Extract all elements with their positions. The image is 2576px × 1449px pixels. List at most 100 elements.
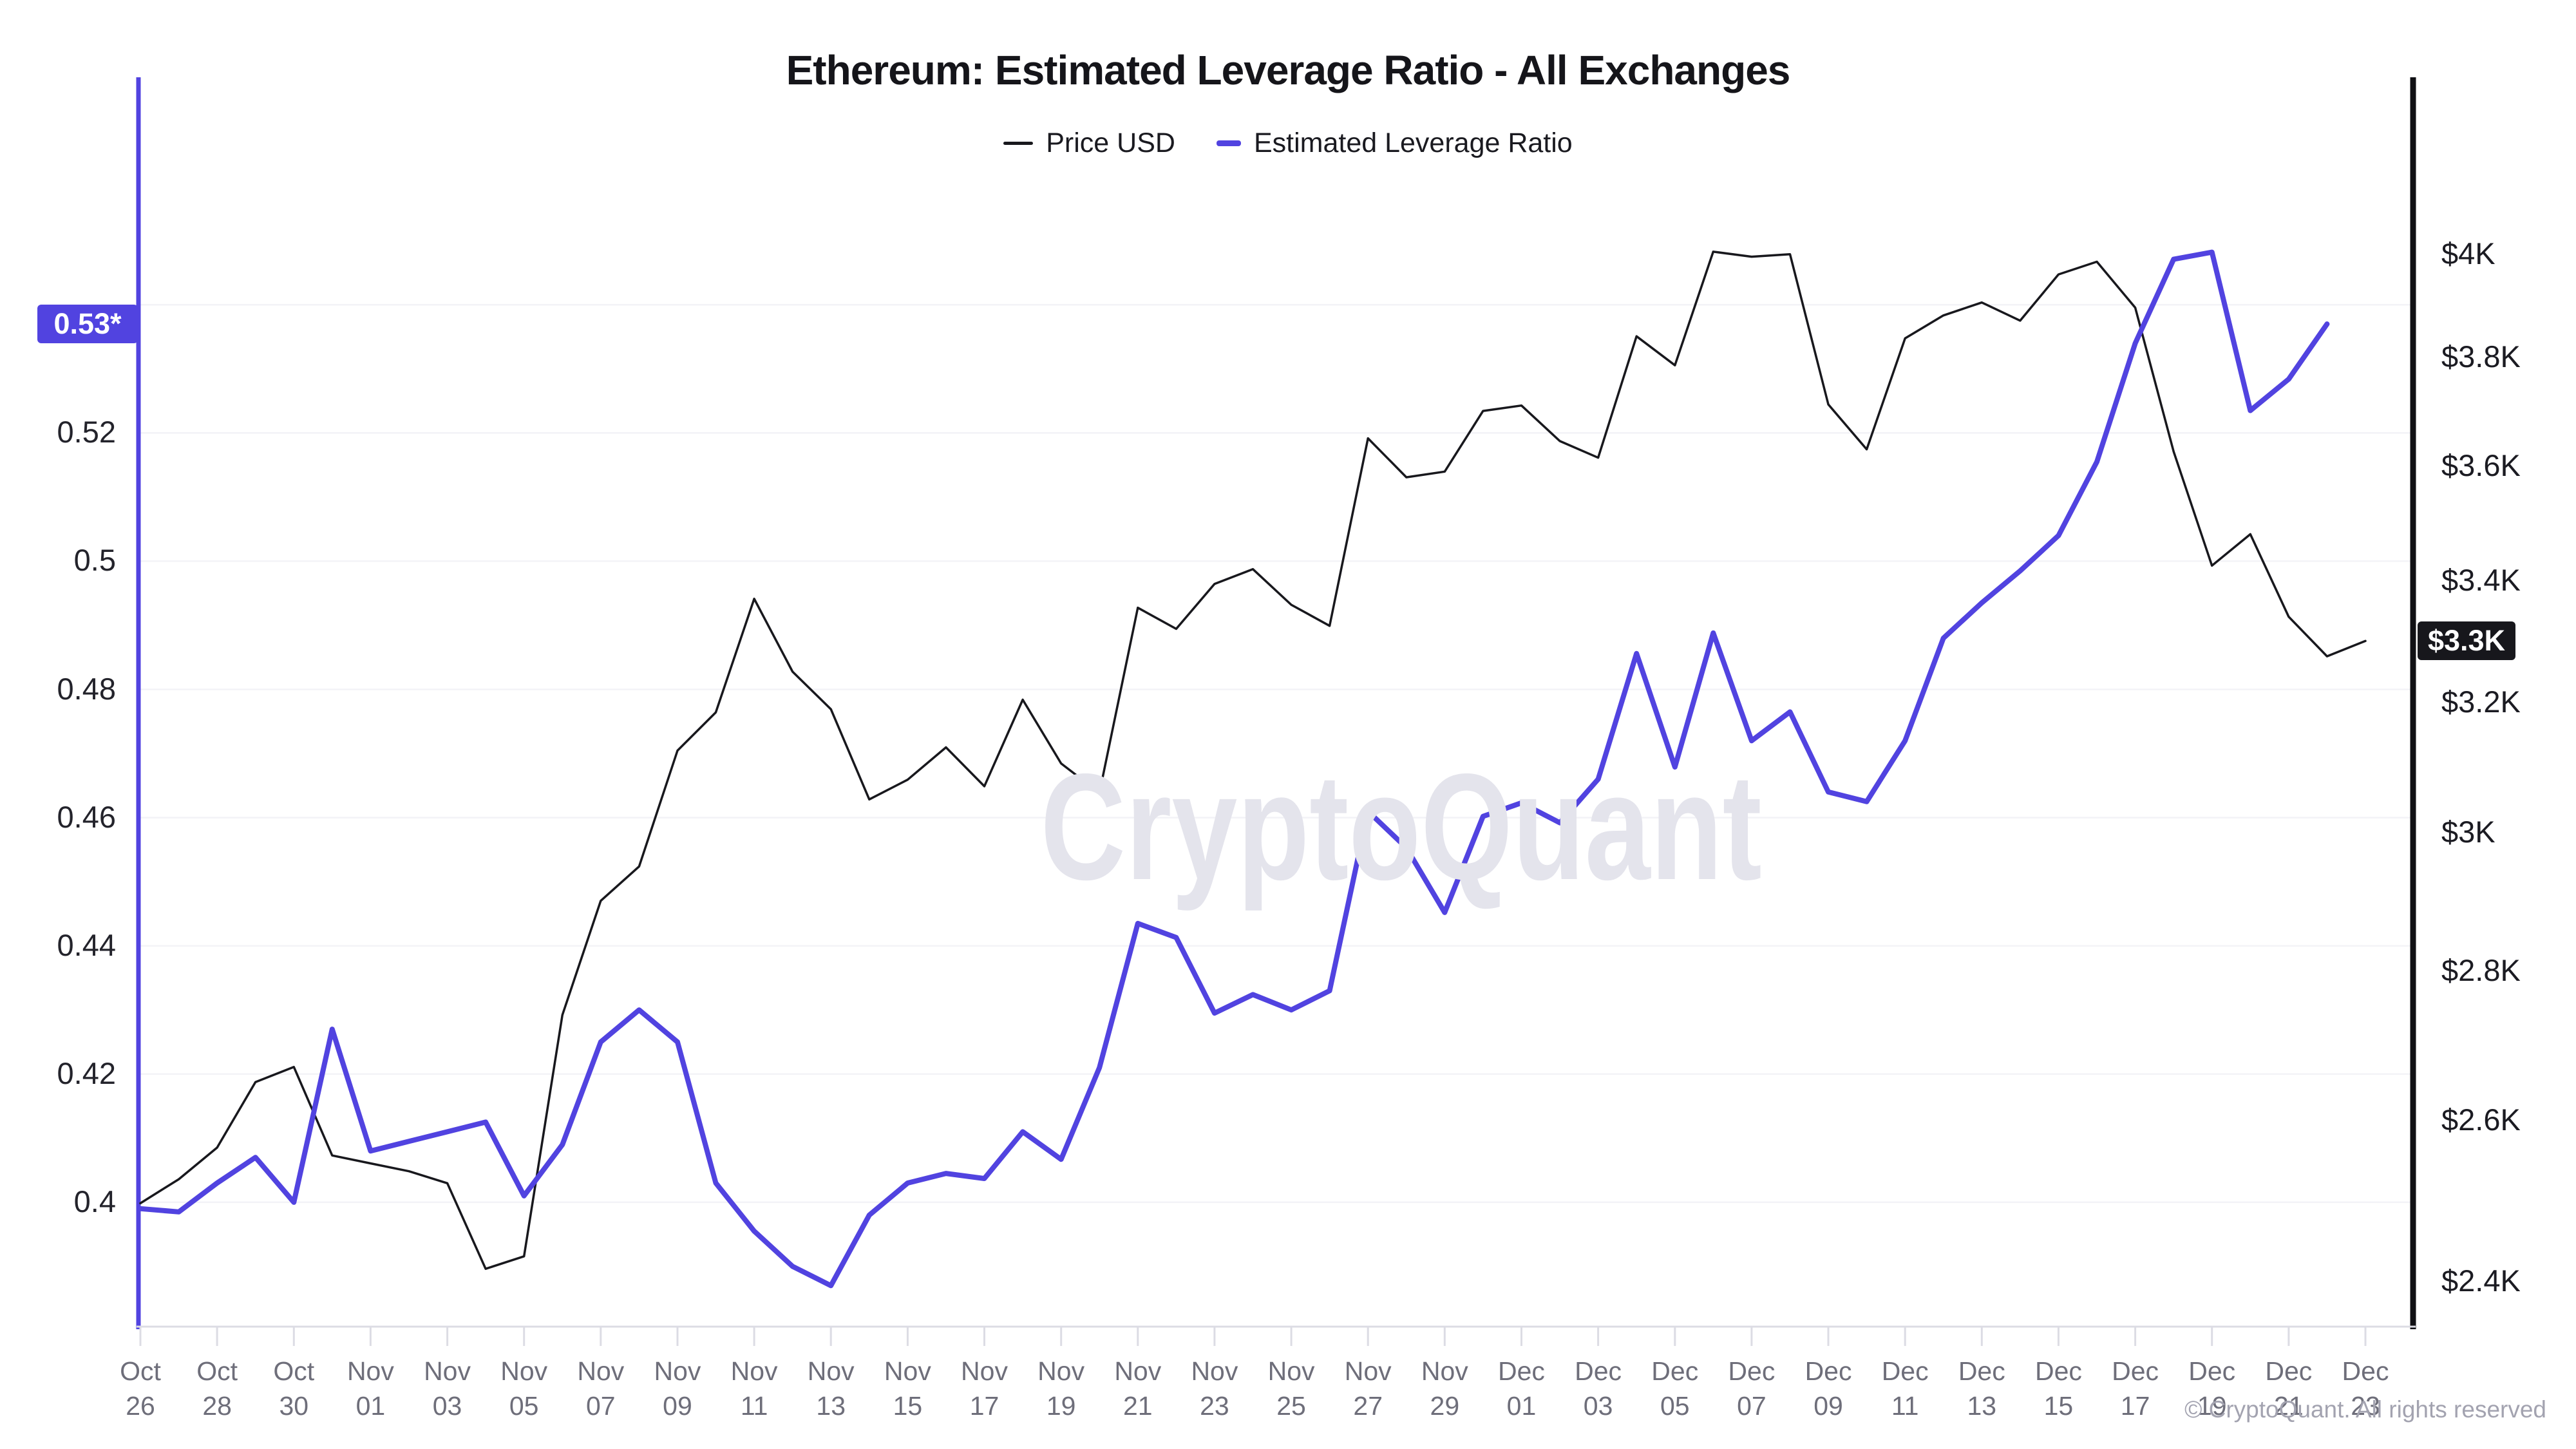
x-tick-day: 03	[1583, 1391, 1613, 1421]
x-axis-tick-label: Nov 01	[319, 1354, 422, 1423]
right-axis-tick-label: $2.4K	[2441, 1263, 2521, 1298]
x-tick-month: Dec	[2342, 1356, 2389, 1386]
x-axis-tick-label: Nov 13	[779, 1354, 882, 1423]
x-tick-day: 28	[202, 1391, 232, 1421]
x-axis-tick-label: Dec 19	[2161, 1354, 2264, 1423]
x-tick-month: Nov	[1344, 1356, 1392, 1386]
right-axis-latest-value-badge: $3.3K	[2418, 621, 2515, 661]
x-axis-tick-label: Dec 05	[1624, 1354, 1727, 1423]
x-axis-tick-label: Nov 15	[856, 1354, 959, 1423]
series-line-left	[138, 249, 2330, 1289]
x-axis-tick-label: Dec 17	[2084, 1354, 2187, 1423]
left-axis-tick-label: 0.4	[73, 1184, 116, 1218]
x-tick-day: 25	[1276, 1391, 1306, 1421]
x-tick-day: 01	[355, 1391, 386, 1421]
x-tick-month: Oct	[120, 1356, 161, 1386]
right-axis-tick-label: $2.8K	[2441, 953, 2521, 988]
x-axis-tick-label: Oct 30	[242, 1354, 345, 1423]
x-tick-month: Oct	[196, 1356, 238, 1386]
x-tick-month: Nov	[730, 1356, 778, 1386]
right-axis-tick-label: $2.6K	[2441, 1102, 2521, 1137]
x-tick-month: Nov	[1267, 1356, 1315, 1386]
legend-item-1[interactable]: Estimated Leverage Ratio	[1216, 128, 1573, 159]
right-axis-tick-label: $3.2K	[2441, 685, 2521, 719]
x-tick-month: Nov	[807, 1356, 855, 1386]
x-tick-day: 21	[1122, 1391, 1153, 1421]
x-tick-month: Nov	[961, 1356, 1008, 1386]
copyright-notice: © CryptoQuant. All rights reserved	[2184, 1396, 2546, 1423]
x-tick-month: Dec	[1804, 1356, 1852, 1386]
x-tick-day: 26	[126, 1391, 155, 1421]
x-axis-tick-label: Nov 21	[1086, 1354, 1189, 1423]
x-tick-day: 15	[893, 1391, 923, 1421]
x-axis-tick-label: Nov 25	[1240, 1354, 1343, 1423]
x-tick-day: 27	[1353, 1391, 1383, 1421]
legend-dash-icon	[1216, 140, 1241, 146]
x-tick-month: Nov	[577, 1356, 625, 1386]
right-axis-tick-label: $3K	[2441, 814, 2496, 849]
x-tick-day: 23	[2351, 1391, 2380, 1421]
x-tick-month: Dec	[2112, 1356, 2159, 1386]
x-tick-day: 15	[2043, 1391, 2074, 1421]
x-axis-tick-label: Nov 17	[933, 1354, 1036, 1423]
x-axis-tick-label: Dec 21	[2237, 1354, 2340, 1423]
x-axis-tick-label: Nov 27	[1316, 1354, 1419, 1423]
x-axis-tick-label: Dec 13	[1930, 1354, 2033, 1423]
x-tick-month: Dec	[1651, 1356, 1699, 1386]
left-axis-latest-value-badge: 0.53*	[37, 305, 138, 344]
x-tick-day: 11	[1891, 1391, 1919, 1421]
chart-legend: Price USD Estimated Leverage Ratio	[0, 128, 2576, 159]
x-axis-tick-label: Nov 07	[549, 1354, 652, 1423]
x-tick-month: Dec	[1728, 1356, 1776, 1386]
series-lines	[138, 249, 2367, 1289]
x-tick-day: 05	[1660, 1391, 1690, 1421]
left-axis-tick-label: 0.44	[57, 927, 116, 962]
left-axis-tick-label: 0.52	[57, 415, 116, 450]
right-axis-tick-label: $3.4K	[2441, 563, 2521, 598]
left-axis-tick-label: 0.5	[73, 543, 116, 578]
x-tick-month: Dec	[1498, 1356, 1545, 1386]
x-tick-day: 17	[969, 1391, 999, 1421]
x-tick-day: 11	[740, 1391, 768, 1421]
x-tick-day: 17	[2120, 1391, 2150, 1421]
x-tick-day: 07	[586, 1391, 616, 1421]
x-axis-tick-label: Dec 09	[1777, 1354, 1880, 1423]
left-axis-tick-label: 0.42	[57, 1056, 116, 1090]
x-tick-month: Dec	[1881, 1356, 1929, 1386]
x-axis-tick-label: Nov 11	[703, 1354, 806, 1423]
x-tick-month: Dec	[2034, 1356, 2082, 1386]
x-tick-day: 19	[2197, 1391, 2227, 1421]
x-axis-tick-label: Nov 23	[1163, 1354, 1266, 1423]
x-tick-month: Oct	[273, 1356, 315, 1386]
x-tick-day: 23	[1200, 1391, 1229, 1421]
x-axis-tick-label: Nov 05	[473, 1354, 576, 1423]
x-tick-day: 19	[1046, 1391, 1076, 1421]
x-axis-tick-label: Dec 03	[1547, 1354, 1650, 1423]
x-tick-day: 30	[279, 1391, 309, 1421]
left-axis-tick-label: 0.48	[57, 671, 116, 706]
x-tick-month: Nov	[1191, 1356, 1238, 1386]
legend-label: Price USD	[1046, 128, 1175, 158]
x-axis-tick-label: Dec 23	[2314, 1354, 2417, 1423]
chart-title: Ethereum: Estimated Leverage Ratio - All…	[786, 47, 1791, 93]
x-axis-tick-label: Nov 03	[396, 1354, 499, 1423]
x-axis-tick-label: Oct 28	[166, 1354, 269, 1423]
x-tick-month: Nov	[1037, 1356, 1085, 1386]
x-axis-tick-label: Dec 11	[1853, 1354, 1956, 1423]
x-tick-month: Nov	[1114, 1356, 1162, 1386]
x-tick-month: Dec	[1958, 1356, 2005, 1386]
legend-item-0[interactable]: Price USD	[1003, 128, 1175, 159]
x-tick-day: 05	[509, 1391, 539, 1421]
x-tick-month: Nov	[884, 1356, 931, 1386]
cryptoquant-watermark: CryptoQuant	[1040, 742, 1762, 911]
x-axis-tick-label: Nov 19	[1010, 1354, 1113, 1423]
x-tick-day: 29	[1430, 1391, 1460, 1421]
x-tick-day: 21	[2274, 1391, 2304, 1421]
right-axis-tick-label: $3.8K	[2441, 339, 2521, 374]
x-axis-tick-label: Nov 29	[1393, 1354, 1496, 1423]
x-tick-month: Nov	[424, 1356, 471, 1386]
x-tick-month: Nov	[500, 1356, 548, 1386]
x-tick-day: 13	[1967, 1391, 1997, 1421]
